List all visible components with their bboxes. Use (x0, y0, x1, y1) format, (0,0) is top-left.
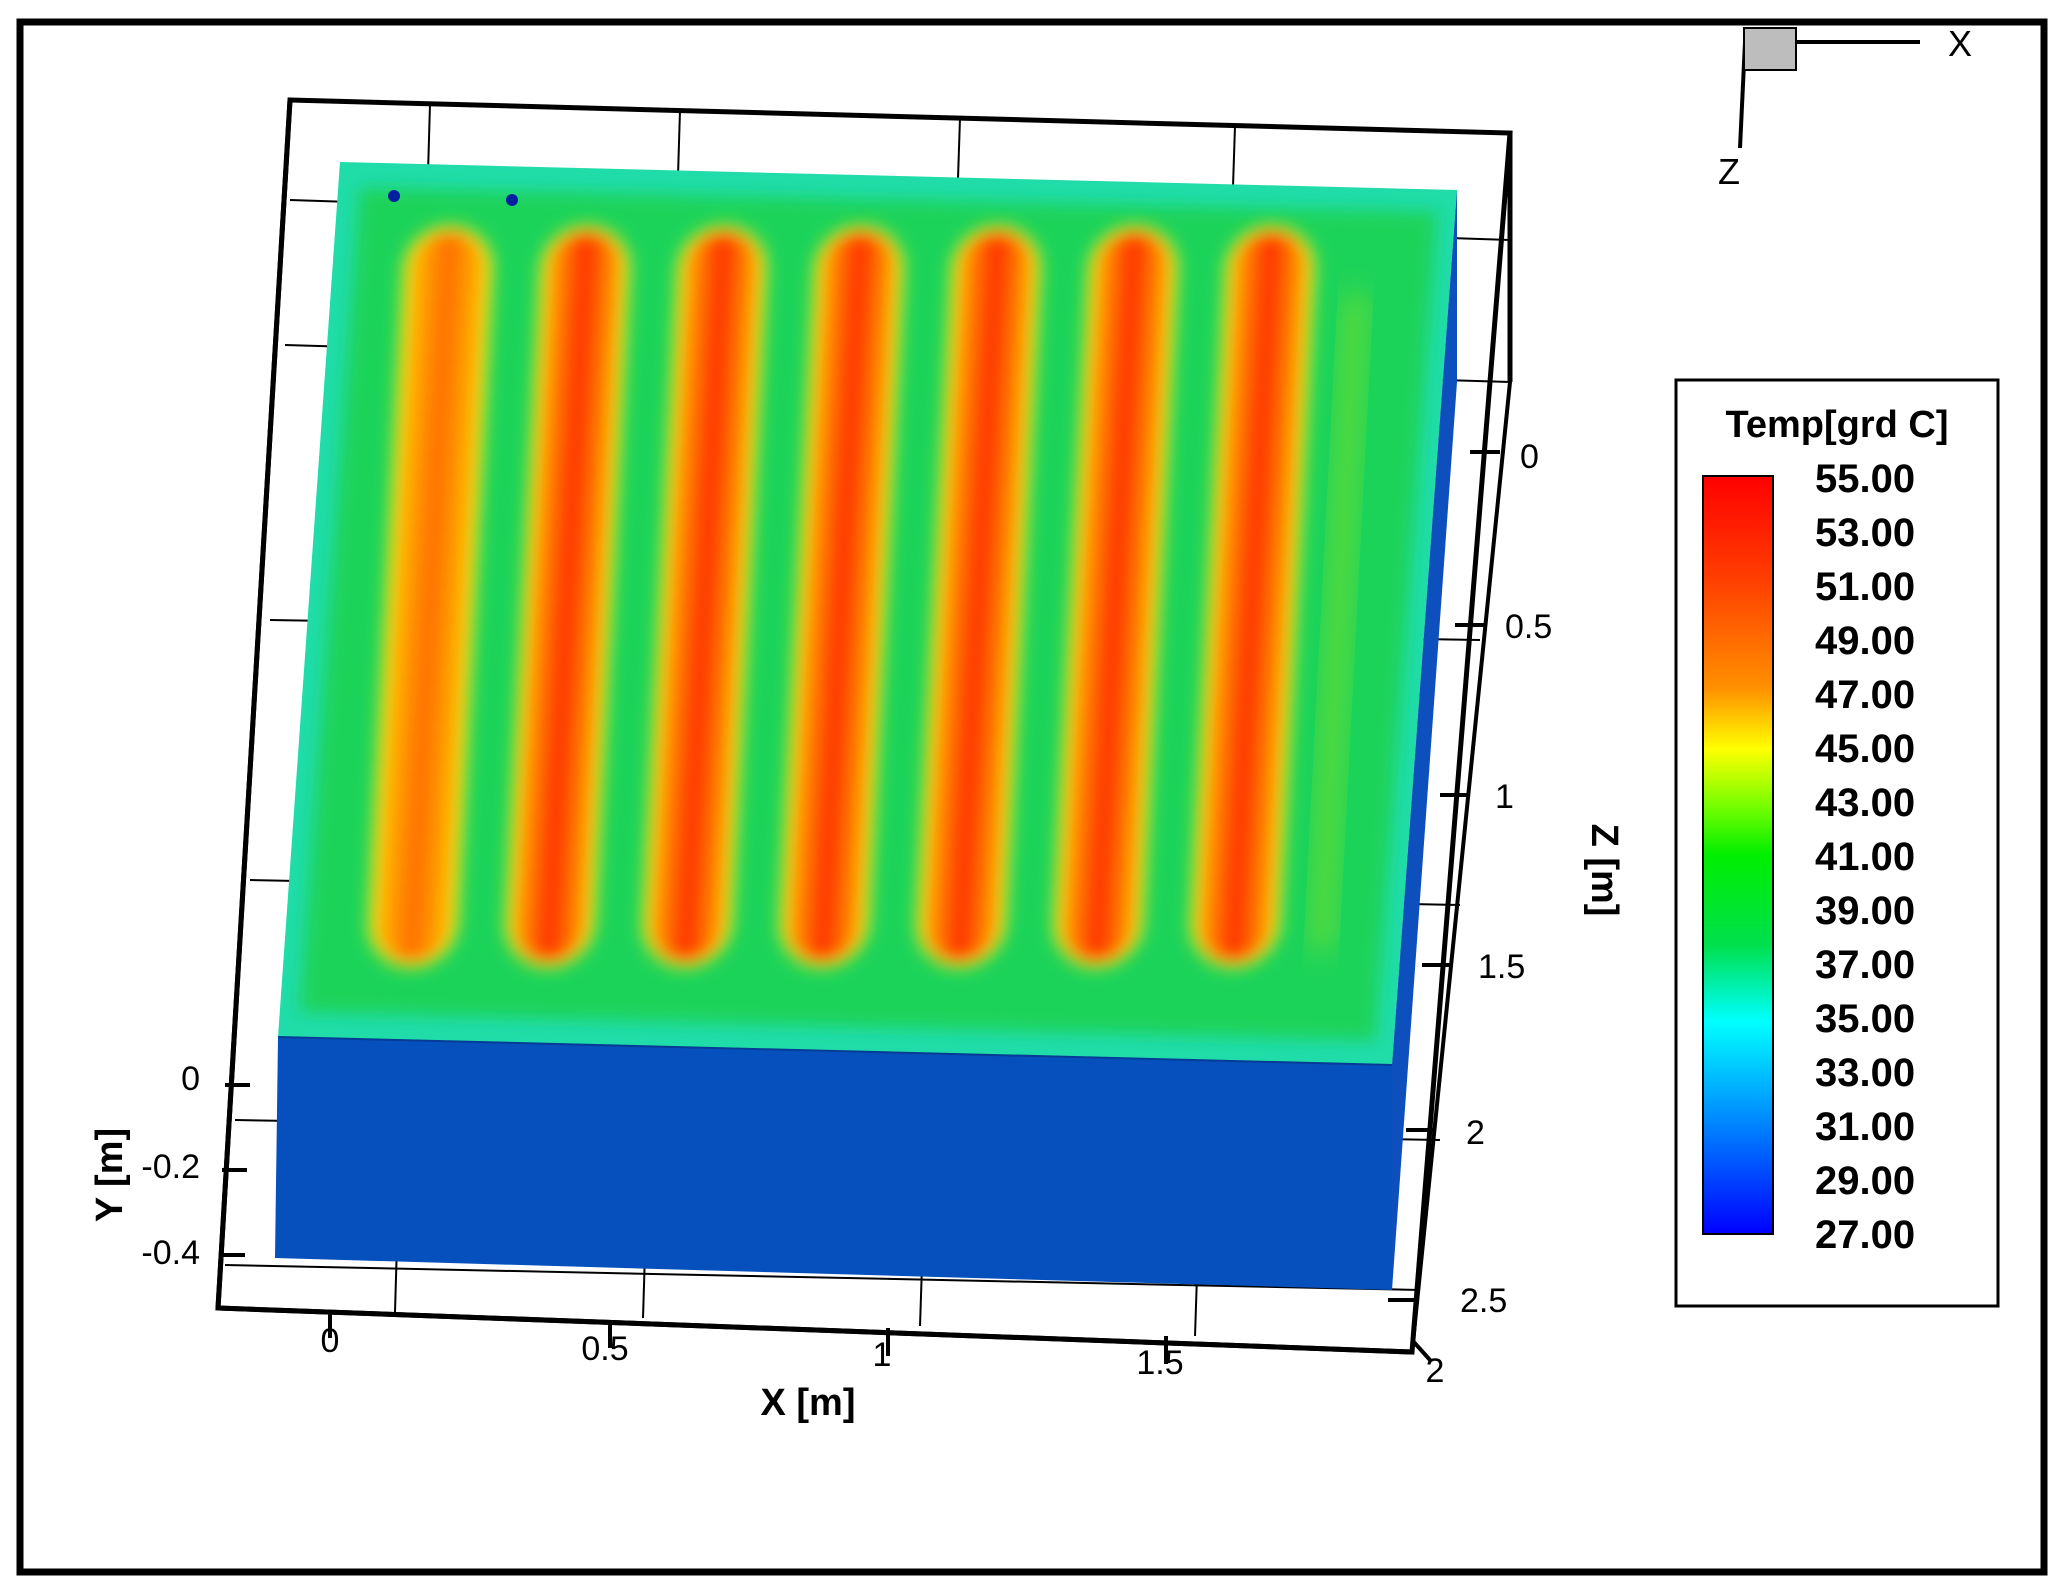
legend: Temp[grd C] 55.00 53.00 51.00 49.00 47.00 45.… (1674, 378, 2000, 1308)
y-axis-title: Y [m] (89, 1128, 131, 1222)
slab-surface (278, 162, 1457, 1065)
heating-pipes (368, 225, 1367, 968)
heating-pipe (779, 225, 904, 968)
y-tick-label: -0.4 (141, 1234, 200, 1272)
slab-front-edge (277, 1036, 1393, 1066)
legend-level-label: 31.00 (1815, 1105, 1915, 1149)
z-tick-label: 1 (1495, 778, 1514, 816)
x-tick-label: 0.5 (581, 1330, 628, 1368)
legend-level-label: 39.00 (1815, 889, 1915, 933)
return-channel (1310, 292, 1367, 952)
heating-pipe (368, 225, 493, 968)
slab-right-side (1392, 190, 1457, 1290)
z-tick-label: 2 (1466, 1114, 1485, 1152)
heating-pipe (916, 225, 1041, 968)
x-tick-label: 1 (873, 1336, 892, 1374)
x-tick-label: 0 (321, 1322, 340, 1360)
z-tick-label: 0.5 (1505, 608, 1552, 646)
heating-pipe (1053, 225, 1178, 968)
inlet-marker (388, 190, 400, 202)
legend-level-label: 43.00 (1815, 781, 1915, 825)
z-axis-title: Z [m] (1583, 824, 1625, 917)
heating-pipe (505, 225, 630, 968)
legend-level-label: 53.00 (1815, 511, 1915, 555)
tick-marks (220, 450, 1500, 1364)
triad-cube (1743, 27, 1797, 71)
z-tick-labels: 0 0.5 1 1.5 2 2.5 (1460, 438, 1552, 1320)
z-tick-label: 2.5 (1460, 1282, 1507, 1320)
legend-level-label: 37.00 (1815, 943, 1915, 987)
heating-pipe (642, 225, 767, 968)
slab-front-face (275, 1037, 1392, 1290)
y-tick-labels: 0 -0.2 -0.4 (141, 1060, 200, 1272)
y-tick-label: 0 (181, 1060, 200, 1098)
legend-level-label: 47.00 (1815, 673, 1915, 717)
y-tick-label: -0.2 (141, 1148, 200, 1186)
z-tick-label: 0 (1520, 438, 1539, 476)
legend-level-label: 29.00 (1815, 1159, 1915, 1203)
legend-labels: 55.00 53.00 51.00 49.00 47.00 45.00 43.00 41.00… (1815, 457, 1915, 1257)
legend-level-label: 55.00 (1815, 457, 1915, 501)
orientation-triad: X Z (1718, 23, 1972, 192)
outlet-marker (506, 194, 518, 206)
legend-level-label: 45.00 (1815, 727, 1915, 771)
x-axis-title: X [m] (761, 1382, 856, 1424)
heating-pipe (1190, 225, 1315, 968)
triad-z-label: Z (1718, 151, 1740, 192)
legend-title: Temp[grd C] (1725, 404, 1948, 446)
x-tick-label: 2 (1426, 1352, 1445, 1390)
legend-level-label: 41.00 (1815, 835, 1915, 879)
legend-level-label: 35.00 (1815, 997, 1915, 1041)
x-tick-labels: 0 0.5 1 1.5 2 (321, 1322, 1445, 1390)
legend-level-label: 33.00 (1815, 1051, 1915, 1095)
box-front-edges (215, 99, 1513, 1355)
legend-level-label: 51.00 (1815, 565, 1915, 609)
legend-level-label: 49.00 (1815, 619, 1915, 663)
triad-x-label: X (1948, 23, 1972, 64)
legend-level-label: 27.00 (1815, 1213, 1915, 1257)
legend-colorbar (1702, 475, 1774, 1235)
z-tick-label: 1.5 (1478, 948, 1525, 986)
x-tick-label: 1.5 (1136, 1344, 1183, 1382)
